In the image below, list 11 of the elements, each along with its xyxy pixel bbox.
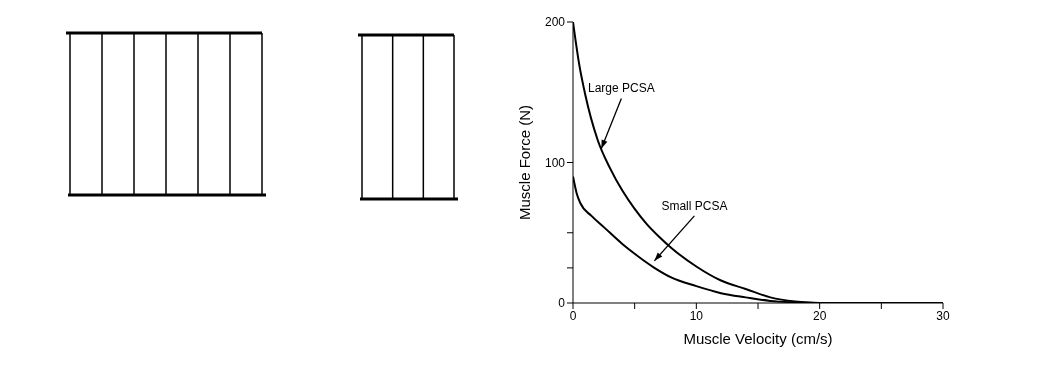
x-tick-label: 0 [569,308,577,323]
x-tick-label: 10 [689,308,704,323]
x-tick-label: 30 [936,308,950,323]
y-tick-label: 200 [544,15,566,30]
x-tick-label: 20 [812,308,827,323]
y-tick-label: 0 [558,296,566,311]
x-axis-title: Muscle Velocity (cm/s) [683,330,833,347]
y-tick-label: 100 [544,155,566,170]
y-axis-title: Muscle Force (N) [516,104,534,221]
annotation: Large PCSA [588,81,655,96]
annotation: Small PCSA [661,198,728,213]
